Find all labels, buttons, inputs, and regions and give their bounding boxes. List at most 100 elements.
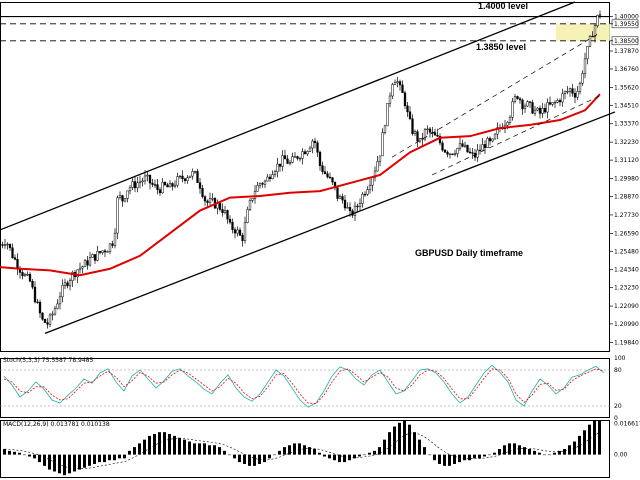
inner-channel-line (391, 32, 601, 158)
macd-bar (313, 449, 316, 455)
candle-body (543, 108, 547, 113)
macd-bar (548, 454, 551, 456)
candle-body (331, 177, 334, 183)
candle-body (86, 260, 89, 266)
candle-body (511, 101, 514, 118)
stoch-panel-frame (0, 358, 610, 418)
candle-body (41, 312, 44, 320)
candle-body (248, 200, 252, 210)
candle-body (263, 180, 267, 185)
macd-bar (513, 443, 516, 455)
candle-body (56, 303, 59, 309)
candle-body (366, 189, 369, 195)
macd-bar (503, 445, 506, 455)
macd-bar (558, 450, 561, 455)
candle-body (508, 116, 512, 123)
candle-body (108, 243, 112, 252)
macd-bar (48, 454, 51, 470)
macd-bar (88, 454, 91, 466)
candle-body (571, 88, 574, 94)
candle-body (551, 102, 554, 105)
candle-body (156, 184, 159, 190)
stoch-tick-label: 100 (614, 355, 626, 362)
candle-body (296, 156, 299, 159)
candle-body (238, 229, 242, 236)
annotations: 1.4000 level 1.3850 level GBPUSD Daily t… (3, 1, 528, 428)
candle-body (71, 272, 74, 281)
candle-body (246, 209, 249, 223)
macd-bar (238, 454, 241, 463)
candle-body (133, 181, 137, 189)
macd-bar (63, 454, 66, 476)
candle-body (58, 296, 62, 305)
candle-body (276, 163, 279, 172)
candle-body (218, 203, 222, 210)
candle-body (166, 184, 169, 188)
candle-body (181, 175, 184, 179)
candle-body (428, 128, 432, 133)
candle-body (558, 100, 562, 103)
macd-bar (193, 443, 196, 455)
candle-body (328, 176, 332, 179)
candle-body (446, 151, 449, 155)
macd-bar (8, 450, 11, 455)
macd-bar (13, 451, 16, 455)
candle-body (261, 183, 264, 185)
macd-bar (293, 443, 296, 455)
candle-body (371, 177, 374, 186)
candle-body (256, 185, 259, 192)
candle-body (273, 171, 277, 175)
level-1385-label: 1.3850 level (476, 42, 526, 52)
macd-bar (373, 450, 376, 455)
macd-bar (453, 454, 456, 464)
macd-bar (288, 445, 291, 455)
candle-body (63, 282, 67, 286)
macd-bar (368, 452, 371, 455)
candle-body (518, 98, 522, 101)
candle-body (143, 175, 147, 182)
candle-body (96, 251, 99, 261)
candle-body (101, 250, 104, 253)
macd-bar (258, 454, 261, 464)
macd-bar (323, 454, 326, 457)
macd-bar (413, 432, 416, 455)
channel-line (0, 1, 576, 231)
candle-body (141, 180, 144, 183)
macd-bar (448, 454, 451, 466)
price-tick-label: 1.20990 (614, 321, 639, 328)
price-panel-frame (0, 2, 610, 352)
macd-bar (28, 454, 31, 457)
macd-bar (268, 454, 271, 459)
candle-body (88, 257, 92, 266)
macd-bar (428, 454, 431, 456)
candle-body (418, 138, 422, 142)
macd-bar (418, 439, 421, 455)
stoch-line (3, 368, 605, 405)
macd-bar (183, 439, 186, 455)
macd-bar (278, 450, 281, 455)
candle-body (376, 161, 379, 172)
price-panel (0, 1, 616, 352)
macd-bar (123, 454, 126, 459)
candle-body (478, 149, 482, 152)
macd-bar (333, 454, 336, 461)
candle-body (301, 151, 304, 159)
macd-bar (478, 454, 481, 459)
candle-body (448, 153, 452, 155)
price-tick-label: 1.28870 (614, 193, 639, 200)
candle-body (423, 129, 427, 140)
macd-bar (488, 454, 491, 456)
candle-body (403, 92, 407, 107)
macd-panel (0, 420, 610, 478)
candle-body (148, 174, 152, 184)
candle-body (221, 209, 224, 213)
macd-bar (203, 443, 206, 455)
macd-bar (273, 454, 276, 456)
candle-body (201, 188, 204, 197)
price-tick-label: 1.19840 (614, 339, 639, 346)
candle-body (471, 152, 474, 154)
candle-body (593, 25, 597, 37)
macd-bar (578, 435, 581, 455)
macd-bar (393, 426, 396, 455)
candle-body (563, 91, 567, 94)
